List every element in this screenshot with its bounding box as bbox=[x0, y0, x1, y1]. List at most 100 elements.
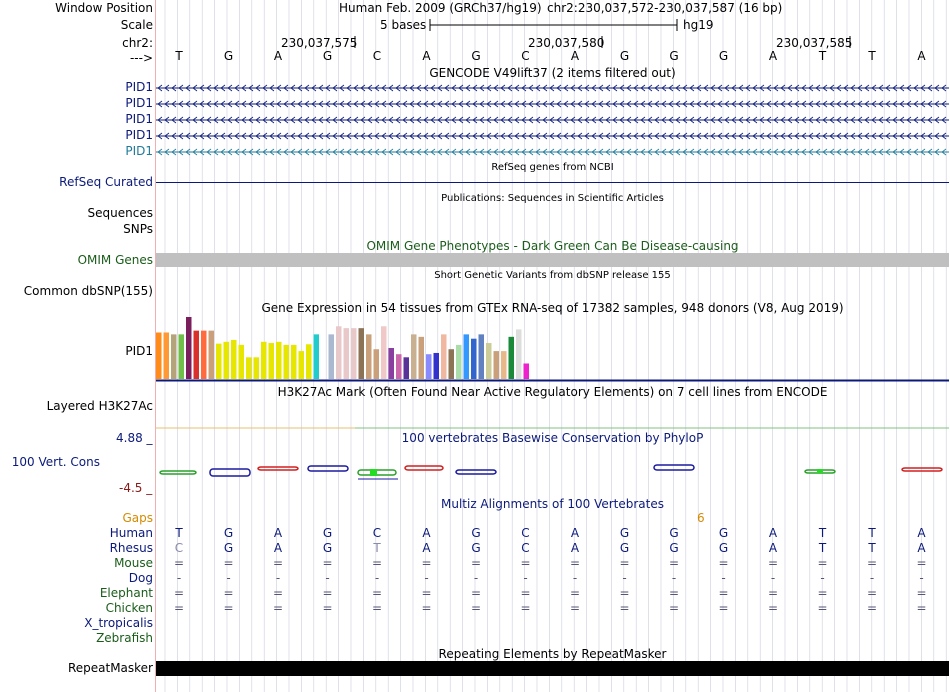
alignment-base: = bbox=[718, 601, 729, 615]
alignment-base: C bbox=[521, 526, 530, 540]
alignment-base: = bbox=[916, 556, 927, 570]
alignment-base: = bbox=[619, 586, 630, 600]
alignment-base: = bbox=[173, 556, 185, 570]
phylop-peak bbox=[817, 469, 823, 473]
gtex-label[interactable]: PID1 bbox=[125, 344, 153, 358]
alignment-base: G bbox=[471, 541, 481, 555]
gtex-bar bbox=[268, 343, 274, 379]
alignment-base: = bbox=[520, 586, 531, 600]
species-label[interactable]: Human bbox=[109, 526, 153, 540]
alignment-base: A bbox=[768, 541, 778, 555]
alignment-base: G bbox=[619, 526, 630, 540]
gencode-item-label[interactable]: PID1 bbox=[125, 96, 153, 110]
phylop-glyph bbox=[307, 465, 349, 472]
alignment-base: = bbox=[866, 601, 878, 615]
h3k27ac-title[interactable]: H3K27Ac Mark (Often Found Near Active Re… bbox=[277, 385, 828, 399]
alignment-base: - bbox=[473, 571, 479, 585]
gtex-bar bbox=[523, 363, 529, 379]
omim-bar bbox=[156, 253, 949, 267]
strand-arrow bbox=[157, 100, 947, 108]
omim-title[interactable]: OMIM Gene Phenotypes - Dark Green Can Be… bbox=[366, 239, 739, 253]
gtex-bar bbox=[291, 344, 297, 379]
gtex-bar bbox=[246, 357, 252, 379]
alignment-base: = bbox=[223, 601, 234, 615]
refseq-title[interactable]: RefSeq genes from NCBI bbox=[491, 162, 614, 173]
species-label[interactable]: Rhesus bbox=[109, 541, 153, 555]
alignment-base: G bbox=[471, 526, 481, 540]
gtex-title[interactable]: Gene Expression in 54 tissues from GTEx … bbox=[261, 301, 844, 315]
alignment-base: A bbox=[273, 526, 283, 540]
alignment-base: A bbox=[422, 541, 431, 555]
gencode-item-label[interactable]: PID1 bbox=[125, 112, 153, 126]
snps-label[interactable]: SNPs bbox=[123, 222, 153, 236]
h3k27ac-label[interactable]: Layered H3K27Ac bbox=[46, 399, 153, 413]
gtex-bar bbox=[261, 341, 267, 379]
publications-title[interactable]: Publications: Sequences in Scientific Ar… bbox=[441, 193, 664, 204]
alignment-base: - bbox=[919, 571, 924, 585]
repeatmasker-bar bbox=[156, 661, 949, 676]
gtex-bar bbox=[328, 334, 334, 379]
alignment-base: = bbox=[569, 601, 581, 615]
species-label[interactable]: Zebrafish bbox=[96, 631, 153, 645]
alignment-base: G bbox=[718, 526, 729, 540]
gencode-item-label[interactable]: PID1 bbox=[125, 144, 153, 158]
gtex-bar bbox=[456, 344, 462, 379]
gencode-item-label[interactable]: PID1 bbox=[125, 80, 153, 94]
gtex-bar bbox=[426, 354, 432, 379]
gtex-bar bbox=[463, 334, 469, 379]
omim-label[interactable]: OMIM Genes bbox=[77, 253, 153, 267]
gtex-bar bbox=[486, 343, 492, 379]
alignment-base: G bbox=[619, 541, 630, 555]
gtex-bar bbox=[516, 329, 522, 379]
gtex-bar bbox=[366, 334, 372, 379]
sequence-base: C bbox=[521, 49, 530, 63]
alignment-base: = bbox=[817, 586, 828, 600]
gaps-label[interactable]: Gaps bbox=[122, 511, 153, 525]
alignment-base: A bbox=[570, 526, 580, 540]
refseq-label[interactable]: RefSeq Curated bbox=[59, 175, 153, 189]
alignment-base: - bbox=[869, 571, 875, 585]
alignment-base: = bbox=[817, 556, 828, 570]
alignment-base: = bbox=[767, 586, 779, 600]
species-label[interactable]: X_tropicalis bbox=[84, 616, 153, 630]
alignment-base: T bbox=[373, 541, 381, 555]
sequence-base: A bbox=[422, 49, 431, 63]
phylop-title[interactable]: 100 vertebrates Basewise Conservation by… bbox=[401, 431, 704, 445]
alignment-base: G bbox=[223, 541, 234, 555]
phylop-glyph bbox=[653, 464, 695, 471]
alignment-base: = bbox=[173, 586, 185, 600]
gtex-bar bbox=[411, 334, 417, 379]
alignment-base: = bbox=[668, 601, 680, 615]
alignment-base: - bbox=[424, 571, 429, 585]
species-label[interactable]: Elephant bbox=[99, 586, 153, 600]
alignment-base: = bbox=[470, 556, 482, 570]
species-label[interactable]: Mouse bbox=[114, 556, 153, 570]
gencode-title[interactable]: GENCODE V49lift37 (2 items filtered out) bbox=[429, 66, 676, 80]
alignment-base: = bbox=[371, 601, 383, 615]
dbsnp-label[interactable]: Common dbSNP(155) bbox=[23, 284, 153, 298]
strand-arrow bbox=[157, 116, 947, 124]
strand-arrow bbox=[157, 132, 947, 140]
multiz-title[interactable]: Multiz Alignments of 100 Vertebrates bbox=[440, 497, 665, 511]
gtex-bar bbox=[223, 341, 229, 379]
sequences-label[interactable]: Sequences bbox=[87, 206, 153, 220]
scale-db: hg19 bbox=[683, 18, 714, 32]
alignment-base: - bbox=[176, 571, 182, 585]
gtex-bar bbox=[508, 336, 514, 379]
alignment-base: = bbox=[322, 586, 333, 600]
gtex-bar bbox=[403, 357, 409, 379]
alignment-base: = bbox=[371, 586, 383, 600]
phylop-label[interactable]: 100 Vert. Cons bbox=[11, 455, 100, 469]
alignment-base: = bbox=[272, 601, 284, 615]
phylop-glyph bbox=[159, 470, 197, 475]
repeatmasker-label[interactable]: RepeatMasker bbox=[67, 661, 153, 675]
gencode-item-label[interactable]: PID1 bbox=[125, 128, 153, 142]
gtex-bar bbox=[433, 352, 439, 379]
alignment-base: = bbox=[173, 601, 185, 615]
dbsnp-title[interactable]: Short Genetic Variants from dbSNP releas… bbox=[434, 270, 671, 281]
species-label[interactable]: Chicken bbox=[105, 601, 153, 615]
species-label[interactable]: Dog bbox=[128, 571, 153, 585]
gaps-value: 6 bbox=[697, 511, 705, 525]
alignment-base: = bbox=[916, 601, 927, 615]
repeatmasker-title[interactable]: Repeating Elements by RepeatMasker bbox=[438, 647, 667, 661]
